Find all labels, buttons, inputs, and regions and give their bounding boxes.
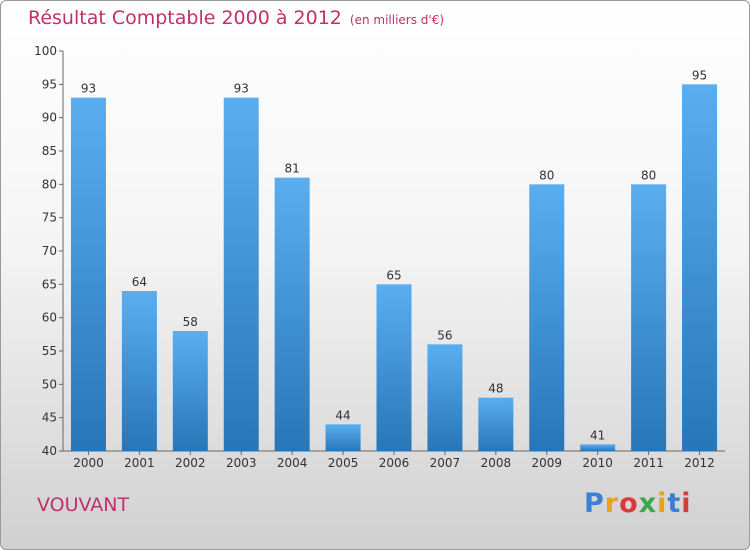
bar-2011 [631,184,667,452]
chart-title: Résultat Comptable 2000 à 2012 (en millie… [28,7,444,29]
x-tick-label-2009: 2009 [531,456,562,470]
bar-2006 [376,284,412,451]
data-label-2008: 48 [488,382,503,396]
x-tick-label-2010: 2010 [582,456,613,470]
bars: 93 64 58 93 81 44 65 56 48 80 41 80 95 [70,68,718,452]
logo-letter: i [657,488,668,519]
logo-letter: r [604,488,620,519]
data-label-2003: 93 [234,82,249,96]
y-tick-label: 55 [42,344,57,358]
y-tick-label: 65 [42,277,57,291]
data-label-2012: 95 [692,68,707,82]
x-tick-label-2002: 2002 [175,456,206,470]
proxiti-logo[interactable]: Proxiti [584,488,692,519]
data-label-2002: 58 [183,315,198,329]
data-label-2011: 80 [641,168,656,182]
chart-unit-note: (en milliers d'€) [349,13,445,27]
bar-2001 [121,291,157,451]
data-label-2000: 93 [81,82,96,96]
x-tick-label-2006: 2006 [379,456,410,470]
logo-letter: x [638,488,658,519]
data-label-2004: 81 [285,162,300,176]
bar-2009 [529,184,565,452]
x-tick-label-2004: 2004 [277,456,308,470]
data-label-2007: 56 [437,328,452,342]
y-tick-label: 85 [42,144,57,158]
place-name: VOUVANT [37,494,130,516]
bar-2008 [478,397,514,451]
y-tick-label: 90 [42,111,57,125]
chart-title-text: Résultat Comptable 2000 à 2012 [28,7,342,29]
data-label-2005: 44 [335,408,350,422]
y-tick-label: 50 [42,377,57,391]
x-tick-label-2011: 2011 [633,456,664,470]
bar-2004 [274,177,310,451]
x-tick-label-2003: 2003 [226,456,257,470]
bar-2003 [223,97,259,452]
y-tick-label: 80 [42,177,57,191]
logo-letter: P [584,488,605,519]
bar-2005 [325,424,361,451]
x-tick-label-2007: 2007 [430,456,461,470]
y-tick-label: 95 [42,77,57,91]
x-tick-label-2005: 2005 [328,456,359,470]
y-tick-label: 40 [42,444,57,458]
x-tick-label-2008: 2008 [481,456,512,470]
y-tick-label: 100 [34,44,57,58]
y-tick-label: 60 [42,311,57,325]
x-tick-label-2000: 2000 [73,456,104,470]
bar-2012 [682,84,718,451]
y-tick-label: 70 [42,244,57,258]
x-tick-label-2001: 2001 [124,456,155,470]
bar-2002 [172,331,208,451]
data-label-2006: 65 [386,268,401,282]
bar-2007 [427,344,463,451]
y-tick-label: 45 [42,411,57,425]
logo-letter: i [681,488,692,519]
logo-letter: t [667,488,682,519]
logo-letter: o [619,488,639,519]
data-label-2010: 41 [590,428,605,442]
y-tick-label: 75 [42,211,57,225]
data-label-2001: 64 [132,275,147,289]
bar-2000 [70,97,106,452]
bar-2010 [580,444,616,451]
data-label-2009: 80 [539,168,554,182]
x-tick-label-2012: 2012 [684,456,715,470]
